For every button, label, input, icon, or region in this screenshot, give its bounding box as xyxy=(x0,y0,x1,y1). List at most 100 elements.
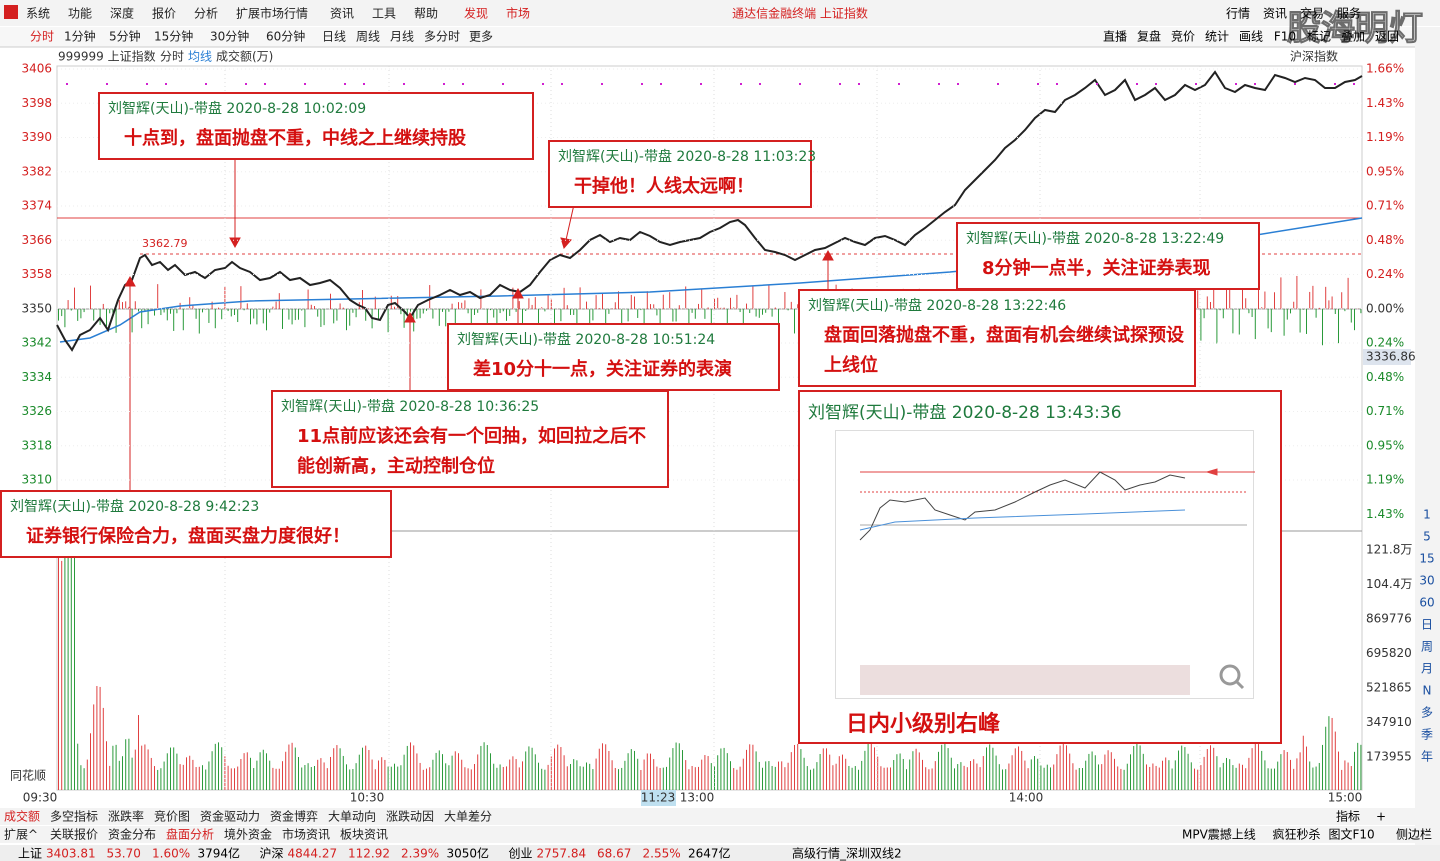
info-right[interactable]: 侧边栏 xyxy=(1396,827,1432,842)
top-button[interactable]: 服务 xyxy=(1337,6,1361,21)
volume-bar xyxy=(861,760,863,790)
sidebar-button[interactable]: 日 xyxy=(1421,618,1433,632)
volume-bar xyxy=(842,754,843,790)
pulse-bar xyxy=(211,301,213,309)
indicator-tab[interactable]: 资金博弈 xyxy=(270,809,318,824)
menu-item[interactable]: 工具 xyxy=(372,7,396,21)
indicator-tab[interactable]: 涨跌动因 xyxy=(386,809,434,824)
volume-bar xyxy=(1245,768,1247,790)
tool-button[interactable]: 复盘 xyxy=(1137,29,1161,44)
period-tab[interactable]: 分时 xyxy=(30,30,54,44)
sidebar-button[interactable]: 月 xyxy=(1421,662,1433,676)
menu-item[interactable]: 市场 xyxy=(506,6,530,21)
pulse-bar xyxy=(566,305,568,309)
sidebar-button[interactable]: N xyxy=(1423,684,1432,698)
indicator-tab[interactable]: 资金驱动力 xyxy=(200,809,260,824)
tool-button[interactable]: 竞价 xyxy=(1171,30,1195,44)
sidebar-button[interactable]: 30 xyxy=(1419,574,1434,588)
menu-item[interactable]: 资讯 xyxy=(330,7,354,21)
indicator-tab[interactable]: 大单动向 xyxy=(328,809,376,824)
menu-item[interactable]: 分析 xyxy=(194,7,218,21)
info-tab[interactable]: 扩展^ xyxy=(4,828,38,842)
volume-bar xyxy=(301,767,303,790)
sidebar-button[interactable]: 1 xyxy=(1423,508,1431,522)
tool-button[interactable]: 直播 xyxy=(1103,30,1127,44)
menu-item[interactable]: 扩展市场行情 xyxy=(236,6,308,21)
pulse-bar xyxy=(320,309,322,327)
indicator-tab[interactable]: 涨跌率 xyxy=(108,809,144,824)
sidebar-button[interactable]: 周 xyxy=(1421,640,1433,654)
volume-bar xyxy=(230,768,232,790)
volume-bar xyxy=(314,766,315,790)
tool-button[interactable]: 标记 xyxy=(1307,30,1331,44)
pulse-bar xyxy=(138,309,139,312)
sidebar-button[interactable]: 季 xyxy=(1421,728,1433,742)
tool-button[interactable]: 统计 xyxy=(1205,30,1229,44)
volume-bar xyxy=(531,747,533,790)
pulse-bar xyxy=(662,294,664,309)
volume-bar xyxy=(352,768,354,790)
indicator-right[interactable]: + xyxy=(1376,810,1386,824)
pulse-bar xyxy=(118,299,120,309)
tool-button[interactable]: 返回 xyxy=(1375,30,1399,44)
top-button[interactable]: 行情 xyxy=(1226,7,1250,21)
info-tab[interactable]: 关联报价 xyxy=(50,827,98,842)
menu-item[interactable]: 报价 xyxy=(152,6,176,21)
sidebar-button[interactable]: 5 xyxy=(1423,530,1431,544)
volume-bar xyxy=(211,751,213,790)
indicator-tab[interactable]: 成交额 xyxy=(4,809,40,824)
period-tab[interactable]: 5分钟 xyxy=(109,29,141,44)
pulse-bar xyxy=(1318,307,1320,309)
period-tab[interactable]: 日线 xyxy=(322,30,346,44)
pulse-bar xyxy=(525,309,527,311)
info-tab[interactable]: 境外资金 xyxy=(224,827,272,842)
info-tab[interactable]: 盘面分析 xyxy=(166,827,214,842)
info-right[interactable]: 疯狂秒杀 xyxy=(1273,827,1321,842)
pulse-bar xyxy=(128,306,130,309)
sidebar-button[interactable]: 多 xyxy=(1421,706,1433,720)
tool-button[interactable]: 叠加 xyxy=(1341,30,1365,44)
menu-item[interactable]: 发现 xyxy=(464,6,488,21)
menu-item[interactable]: 帮助 xyxy=(414,7,438,21)
indicator-tab[interactable]: 大单差分 xyxy=(444,810,492,824)
signal-dot xyxy=(1334,83,1336,85)
period-tab[interactable]: 60分钟 xyxy=(266,29,305,44)
high-label: 3362.79 xyxy=(142,237,188,250)
period-tab[interactable]: 周线 xyxy=(356,30,380,44)
pulse-bar xyxy=(1312,285,1314,309)
period-tab[interactable]: 30分钟 xyxy=(210,29,249,44)
indicator-tab[interactable]: 竞价图 xyxy=(154,810,190,824)
info-tab[interactable]: 资金分布 xyxy=(108,827,156,842)
pulse-bar xyxy=(352,309,354,313)
menu-item[interactable]: 系统 xyxy=(26,7,50,21)
period-tab[interactable]: 更多 xyxy=(469,30,493,44)
volume-bar xyxy=(752,744,754,790)
volume-bar xyxy=(1072,763,1074,790)
tool-button[interactable]: 画线 xyxy=(1239,30,1263,44)
info-tab[interactable]: 市场资讯 xyxy=(282,827,330,842)
volume-bar xyxy=(832,765,834,790)
annotation-header: 刘智辉(天山)-带盘 2020-8-28 10:51:24 xyxy=(457,332,716,348)
top-button[interactable]: 资讯 xyxy=(1263,7,1287,21)
sidebar-button[interactable]: 60 xyxy=(1419,596,1434,610)
info-tab[interactable]: 板块资讯 xyxy=(340,828,388,842)
volume-bar xyxy=(1280,754,1282,790)
sidebar-button[interactable]: 年 xyxy=(1421,750,1433,764)
indicator-right[interactable]: 指标 xyxy=(1336,809,1360,824)
period-tab[interactable]: 多分时 xyxy=(424,30,460,44)
volume-bar xyxy=(496,767,498,790)
volume-bar xyxy=(592,769,594,790)
sidebar-button[interactable]: 15 xyxy=(1419,552,1434,566)
menu-item[interactable]: 功能 xyxy=(68,7,92,21)
period-tab[interactable]: 15分钟 xyxy=(154,29,193,44)
volume-bar xyxy=(323,762,325,790)
info-right[interactable]: MPV震撼上线 xyxy=(1182,828,1256,842)
menu-item[interactable]: 深度 xyxy=(110,6,134,21)
top-button[interactable]: 交易 xyxy=(1300,6,1324,21)
tool-button[interactable]: F10 xyxy=(1274,30,1296,44)
volume-bar xyxy=(704,755,706,790)
period-tab[interactable]: 1分钟 xyxy=(64,29,96,44)
info-right[interactable]: 图文F10 xyxy=(1329,827,1375,842)
period-tab[interactable]: 月线 xyxy=(390,30,414,44)
indicator-tab[interactable]: 多空指标 xyxy=(50,809,98,824)
